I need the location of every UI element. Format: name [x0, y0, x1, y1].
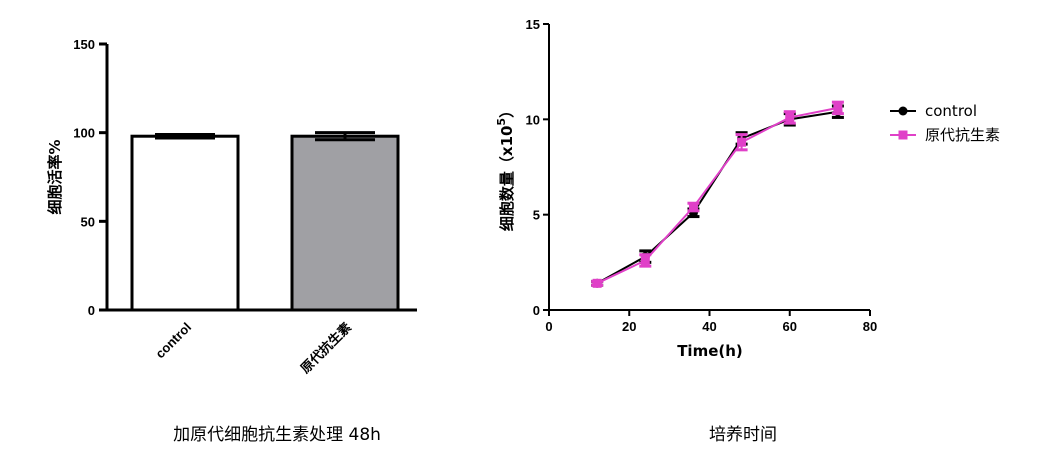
series-line [596, 106, 839, 285]
bar-chart-caption: 加原代细胞抗生素处理 48h [173, 425, 381, 445]
data-point [592, 278, 602, 288]
bar-chart: 0 50 100 150 control 原代抗生素 细胞活率% 加原代细胞抗生素处理 … [46, 37, 417, 445]
line-x-tick-label: 60 [783, 319, 797, 334]
line-y-tick-label: 5 [533, 208, 540, 223]
line-y-tick-label: 10 [526, 112, 540, 127]
bar-y-tick-label: 50 [81, 214, 95, 229]
legend-label: control [925, 102, 977, 120]
line-chart-legend: control 原代抗生素 [890, 102, 1000, 144]
line-chart-ylabel: 细胞数量（x105） [495, 103, 516, 231]
legend-label: 原代抗生素 [925, 126, 1000, 144]
line-x-tick-label: 80 [863, 319, 877, 334]
bar-chart-ylabel: 细胞活率% [46, 139, 64, 214]
data-point [688, 202, 698, 212]
data-point [833, 103, 843, 113]
line-x-tick-label: 0 [545, 319, 552, 334]
legend-marker [898, 130, 908, 140]
series-line [596, 110, 839, 285]
bar-category-label: control [152, 320, 194, 362]
line-chart-ylabel-exponent: 5 [495, 118, 508, 126]
line-x-tick-label: 20 [622, 319, 636, 334]
data-point [640, 255, 650, 265]
bar [130, 134, 240, 312]
line-x-tick-label: 40 [702, 319, 716, 334]
line-chart-ylabel-close: ） [498, 103, 516, 118]
line-chart-xlabel: Time(h) [677, 342, 743, 360]
line-chart-ylabel-main: 细胞数量（x10 [498, 126, 516, 232]
bar [290, 134, 400, 312]
series-1 [591, 100, 844, 288]
bar-y-tick-label: 100 [73, 126, 95, 141]
data-point [785, 112, 795, 122]
bar-category-label: 原代抗生素 [298, 320, 355, 377]
series-0 [591, 104, 844, 288]
line-chart-caption: 培养时间 [709, 425, 777, 445]
line-y-tick-label: 15 [526, 17, 540, 32]
legend-marker [898, 106, 908, 116]
bar-y-tick-label: 0 [88, 303, 95, 318]
data-point [737, 137, 747, 147]
line-y-tick-label: 0 [533, 303, 540, 318]
bar-y-tick-label: 150 [73, 37, 95, 52]
